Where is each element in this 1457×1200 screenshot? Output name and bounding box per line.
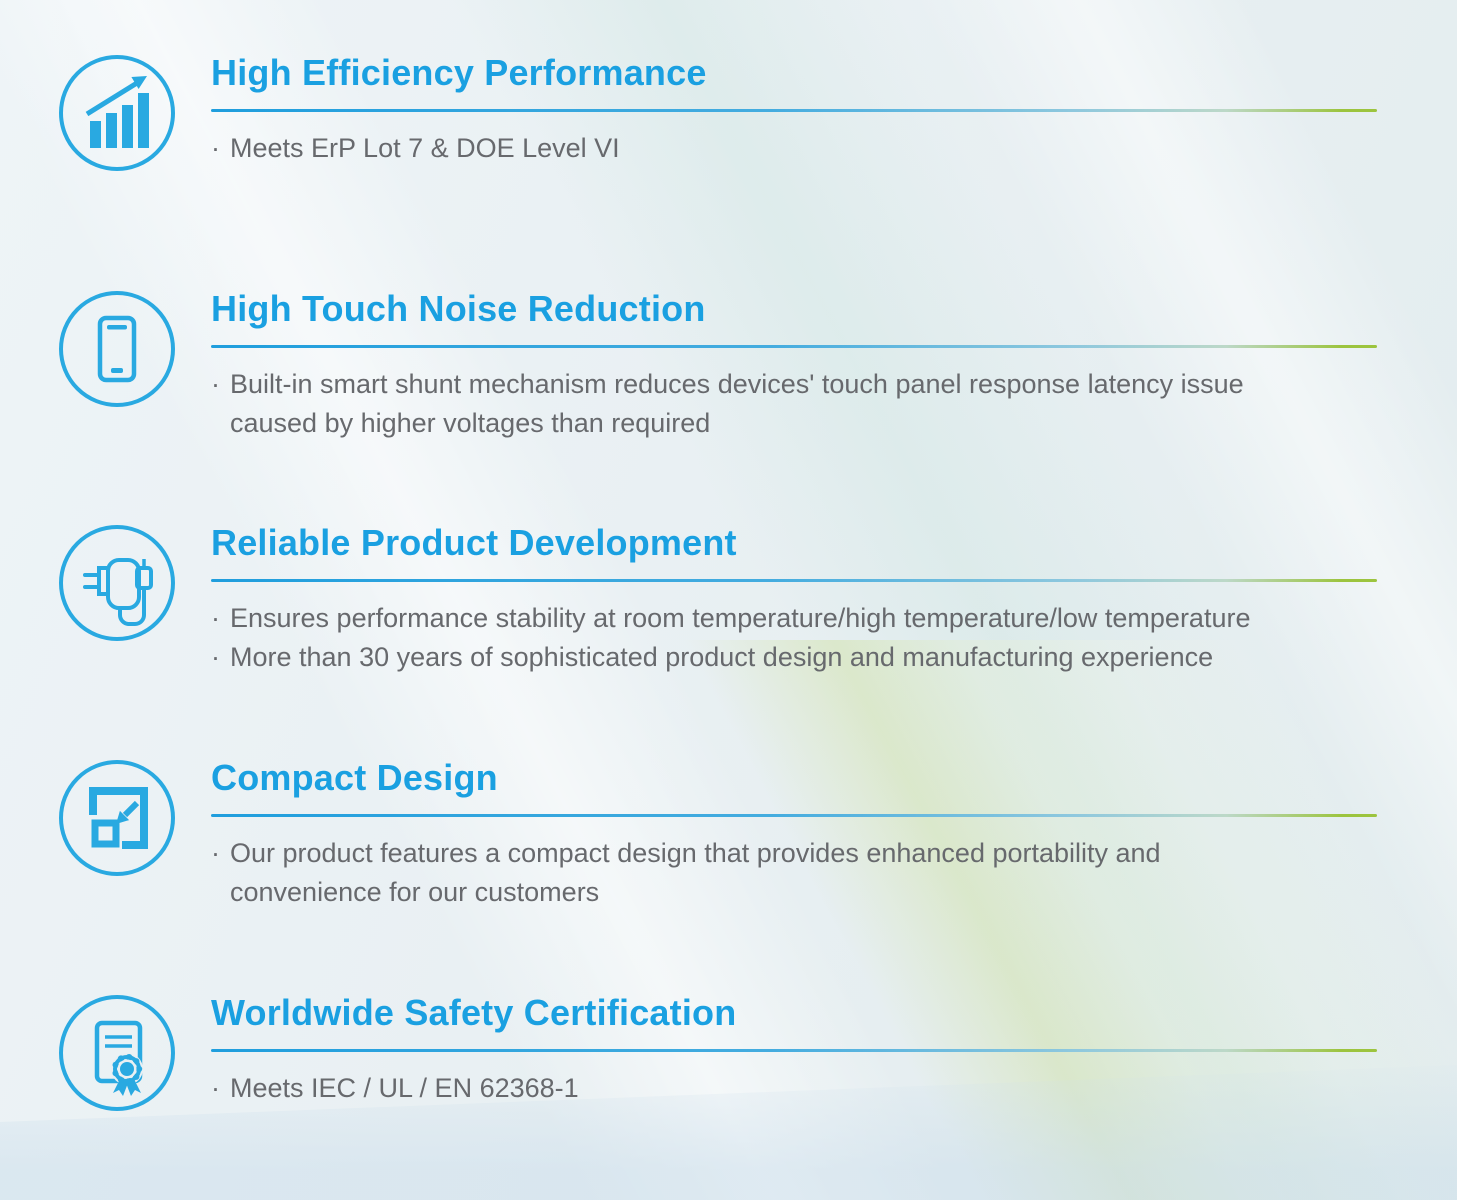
- power-adapter-icon: [57, 523, 177, 643]
- bar-chart-growth-icon: [57, 53, 177, 173]
- bullet-text: More than 30 years of sophisticated prod…: [230, 642, 1214, 672]
- feature-section-safety-certification: Worldwide Safety Certification · Meets I…: [0, 992, 1457, 1111]
- bullet-item-continuation: caused by higher voltages than required: [211, 404, 1457, 443]
- bullet-dot: ·: [211, 642, 220, 672]
- bullet-text: Built-in smart shunt mechanism reduces d…: [230, 369, 1244, 399]
- bullet-item: · Meets IEC / UL / EN 62368-1: [211, 1069, 1457, 1108]
- bullet-item: · Meets ErP Lot 7 & DOE Level VI: [211, 129, 1457, 168]
- section-title: High Efficiency Performance: [211, 52, 707, 93]
- bullet-text: Meets ErP Lot 7 & DOE Level VI: [230, 133, 620, 163]
- bullet-dot: ·: [211, 838, 220, 868]
- bullet-text: convenience for our customers: [230, 877, 600, 907]
- bullet-item: · Ensures performance stability at room …: [211, 599, 1457, 638]
- bullet-item: · More than 30 years of sophisticated pr…: [211, 638, 1457, 677]
- smartphone-icon: [57, 289, 177, 409]
- bullet-item: · Built-in smart shunt mechanism reduces…: [211, 365, 1457, 404]
- section-bullets: · Built-in smart shunt mechanism reduces…: [211, 365, 1457, 443]
- compact-resize-icon: [57, 758, 177, 878]
- bullet-item: · Our product features a compact design …: [211, 834, 1457, 873]
- background-green-band: [507, 640, 1457, 1200]
- section-underline: [211, 345, 1377, 348]
- bullet-dot: ·: [211, 369, 220, 399]
- bullet-text: Our product features a compact design th…: [230, 838, 1161, 868]
- bullet-dot: ·: [211, 1073, 220, 1103]
- section-title: Compact Design: [211, 757, 498, 798]
- bullet-item-continuation: convenience for our customers: [211, 873, 1457, 912]
- certificate-icon: [57, 993, 177, 1113]
- bullet-dot: ·: [211, 133, 220, 163]
- bullet-text: Meets IEC / UL / EN 62368-1: [230, 1073, 579, 1103]
- section-underline: [211, 579, 1377, 582]
- bullet-dot: ·: [211, 603, 220, 633]
- section-bullets: · Meets ErP Lot 7 & DOE Level VI: [211, 129, 1457, 168]
- section-underline: [211, 109, 1377, 112]
- section-bullets: · Ensures performance stability at room …: [211, 599, 1457, 677]
- bullet-text: caused by higher voltages than required: [230, 408, 711, 438]
- feature-section-compact-design: Compact Design · Our product features a …: [0, 757, 1457, 912]
- feature-section-high-efficiency: High Efficiency Performance · Meets ErP …: [0, 52, 1457, 171]
- section-underline: [211, 814, 1377, 817]
- feature-section-reliable-development: Reliable Product Development · Ensures p…: [0, 522, 1457, 677]
- section-title: High Touch Noise Reduction: [211, 288, 706, 329]
- section-title: Worldwide Safety Certification: [211, 992, 737, 1033]
- section-bullets: · Our product features a compact design …: [211, 834, 1457, 912]
- section-bullets: · Meets IEC / UL / EN 62368-1: [211, 1069, 1457, 1108]
- section-underline: [211, 1049, 1377, 1052]
- feature-section-touch-noise: High Touch Noise Reduction · Built-in sm…: [0, 288, 1457, 443]
- bullet-text: Ensures performance stability at room te…: [230, 603, 1251, 633]
- section-title: Reliable Product Development: [211, 522, 737, 563]
